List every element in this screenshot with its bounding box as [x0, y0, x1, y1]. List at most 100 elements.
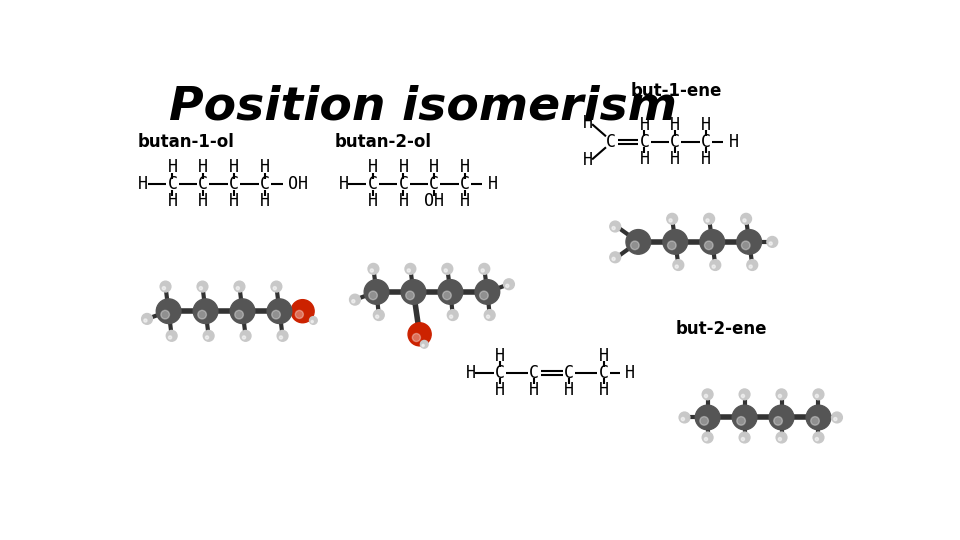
Circle shape — [475, 280, 500, 304]
Text: H: H — [670, 150, 681, 168]
Circle shape — [739, 389, 750, 400]
Text: H: H — [260, 192, 270, 210]
Circle shape — [679, 412, 690, 423]
Circle shape — [279, 336, 282, 339]
Circle shape — [673, 260, 684, 271]
Circle shape — [484, 309, 495, 320]
Circle shape — [612, 257, 615, 260]
Circle shape — [506, 284, 509, 287]
Text: H: H — [639, 150, 650, 168]
Circle shape — [406, 291, 415, 300]
Circle shape — [351, 300, 355, 303]
Circle shape — [704, 213, 714, 224]
Text: H: H — [564, 381, 574, 399]
Text: H: H — [167, 158, 178, 176]
Circle shape — [700, 230, 725, 254]
Circle shape — [291, 300, 314, 323]
Circle shape — [504, 279, 515, 289]
Text: but-2-ene: but-2-ene — [675, 320, 767, 339]
Circle shape — [831, 412, 842, 423]
Circle shape — [810, 416, 819, 425]
Text: H: H — [529, 381, 540, 399]
Text: C: C — [607, 133, 616, 151]
Text: H: H — [729, 133, 738, 151]
Circle shape — [667, 213, 678, 224]
Circle shape — [234, 281, 245, 292]
Text: C: C — [701, 133, 711, 151]
Circle shape — [369, 291, 377, 300]
Text: H: H — [229, 158, 239, 176]
Text: C: C — [670, 133, 681, 151]
Circle shape — [408, 323, 431, 346]
Text: H: H — [199, 192, 208, 210]
Text: H: H — [494, 381, 505, 399]
Circle shape — [235, 310, 244, 319]
Circle shape — [162, 287, 165, 290]
Circle shape — [732, 405, 756, 430]
Circle shape — [144, 319, 147, 322]
Text: OH: OH — [288, 175, 308, 193]
Circle shape — [198, 310, 206, 319]
Circle shape — [364, 280, 389, 304]
Text: C: C — [460, 175, 470, 193]
Circle shape — [236, 287, 239, 290]
Text: H: H — [460, 192, 470, 210]
Circle shape — [371, 269, 373, 272]
Text: H: H — [398, 192, 408, 210]
Text: H: H — [625, 364, 636, 382]
Text: H: H — [670, 116, 681, 134]
Circle shape — [669, 219, 672, 222]
Text: H: H — [338, 175, 348, 193]
Circle shape — [705, 394, 708, 397]
Circle shape — [272, 310, 280, 319]
Circle shape — [166, 330, 177, 341]
Circle shape — [309, 316, 317, 325]
Circle shape — [442, 264, 453, 274]
Text: H: H — [701, 150, 711, 168]
Circle shape — [741, 394, 745, 397]
Circle shape — [156, 299, 180, 323]
Circle shape — [373, 309, 384, 320]
Text: H: H — [584, 114, 593, 132]
Text: C: C — [199, 175, 208, 193]
Circle shape — [271, 281, 282, 292]
Circle shape — [449, 315, 453, 318]
Circle shape — [610, 252, 620, 262]
Circle shape — [833, 417, 837, 421]
Circle shape — [160, 281, 171, 292]
Circle shape — [444, 269, 447, 272]
Circle shape — [479, 264, 490, 274]
Circle shape — [197, 281, 208, 292]
Text: H: H — [466, 364, 475, 382]
Text: H: H — [429, 158, 440, 176]
Circle shape — [705, 241, 713, 249]
Circle shape — [349, 294, 360, 305]
Text: C: C — [494, 364, 505, 382]
Circle shape — [240, 330, 251, 341]
Circle shape — [405, 264, 416, 274]
Circle shape — [274, 287, 276, 290]
Circle shape — [438, 280, 463, 304]
Circle shape — [813, 389, 824, 400]
Circle shape — [769, 405, 794, 430]
Circle shape — [815, 437, 819, 441]
Circle shape — [193, 299, 218, 323]
Circle shape — [702, 432, 713, 443]
Circle shape — [739, 432, 750, 443]
Text: H: H — [701, 116, 711, 134]
Circle shape — [230, 299, 254, 323]
Text: C: C — [398, 175, 408, 193]
Text: H: H — [599, 347, 609, 365]
Text: but-1-ene: but-1-ene — [631, 82, 723, 100]
Text: H: H — [138, 175, 148, 193]
Circle shape — [779, 437, 781, 441]
Circle shape — [480, 291, 489, 300]
Text: OH: OH — [424, 192, 444, 210]
Text: C: C — [599, 364, 609, 382]
Circle shape — [311, 320, 313, 323]
Text: H: H — [639, 116, 650, 134]
Circle shape — [815, 394, 819, 397]
Circle shape — [277, 330, 288, 341]
Circle shape — [806, 405, 830, 430]
Text: H: H — [368, 158, 377, 176]
